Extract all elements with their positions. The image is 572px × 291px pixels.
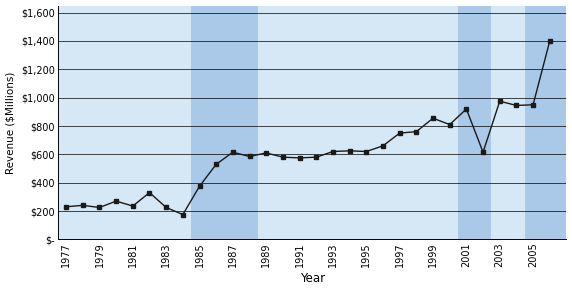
Y-axis label: Revenue ($Millions): Revenue ($Millions) xyxy=(6,71,15,174)
Bar xyxy=(525,6,566,239)
Bar xyxy=(58,6,191,239)
Bar xyxy=(191,6,258,239)
X-axis label: Year: Year xyxy=(300,272,325,285)
Bar xyxy=(458,6,491,239)
Bar xyxy=(258,6,458,239)
Bar xyxy=(491,6,525,239)
